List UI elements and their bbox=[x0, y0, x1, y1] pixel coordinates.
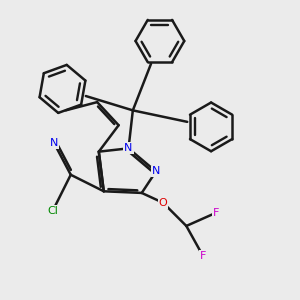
Text: N: N bbox=[50, 138, 58, 148]
Text: N: N bbox=[152, 167, 160, 176]
Text: F: F bbox=[213, 208, 219, 218]
Text: N: N bbox=[124, 143, 133, 153]
Text: F: F bbox=[200, 251, 206, 261]
Text: Cl: Cl bbox=[47, 206, 58, 216]
Text: O: O bbox=[159, 198, 168, 208]
